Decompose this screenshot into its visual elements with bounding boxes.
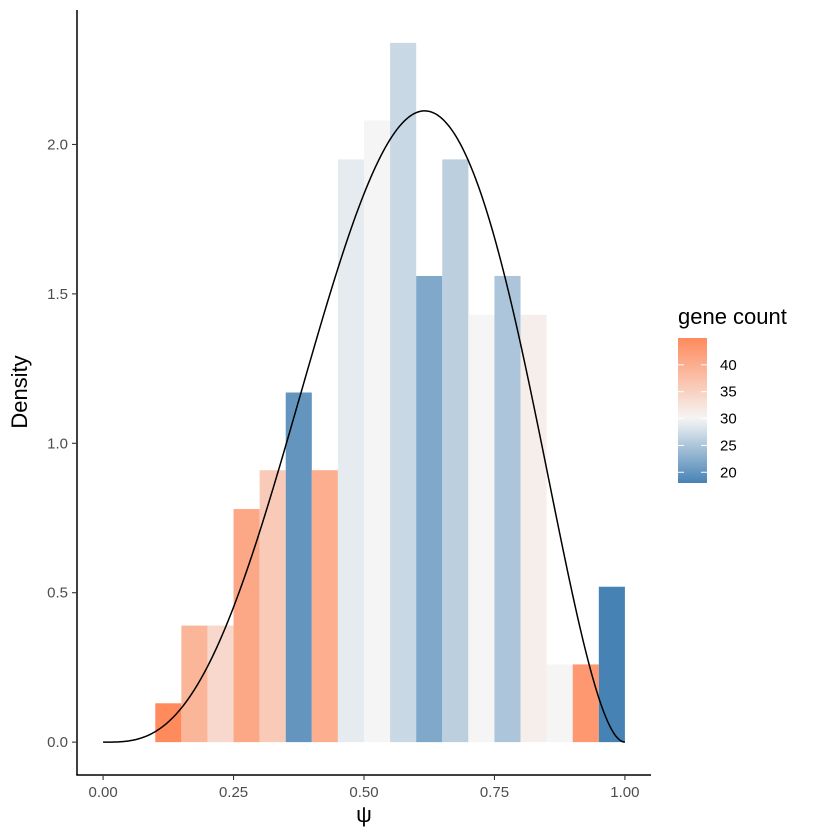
histogram-bar xyxy=(337,159,364,743)
histogram-bar xyxy=(390,42,417,743)
histogram-bar xyxy=(468,314,495,743)
legend-label: 25 xyxy=(720,437,737,454)
histogram-bar xyxy=(416,275,443,743)
y-tick-label: 1.5 xyxy=(47,286,68,303)
density-curve xyxy=(103,110,626,743)
histogram-bar xyxy=(233,509,260,743)
x-tick-label: 0.50 xyxy=(349,784,378,801)
y-axis-title: Density xyxy=(7,355,32,428)
histogram-bar xyxy=(311,470,338,743)
legend-title: gene count xyxy=(678,304,787,329)
legend-ticks: 40 35 30 25 20 xyxy=(678,357,737,481)
histogram-bar xyxy=(598,586,625,743)
histogram-bar xyxy=(546,664,573,743)
legend-colorbar xyxy=(678,338,707,483)
y-axis-ticks: 0.0 0.5 1.0 1.5 2.0 xyxy=(47,136,77,751)
histogram-bar xyxy=(520,314,547,743)
y-tick-label: 2.0 xyxy=(47,136,68,153)
histogram-bar xyxy=(207,625,234,743)
histogram-bar xyxy=(572,664,599,743)
histogram-bars xyxy=(155,42,625,743)
x-axis-title: ψ xyxy=(356,802,372,827)
x-tick-label: 0.25 xyxy=(219,784,248,801)
histogram-bar xyxy=(494,275,521,743)
histogram-bar xyxy=(181,625,208,743)
histogram-bar xyxy=(259,470,286,743)
histogram-bar xyxy=(285,392,312,743)
x-tick-label: 0.75 xyxy=(480,784,509,801)
x-tick-label: 0.00 xyxy=(88,784,117,801)
histogram-bar xyxy=(364,120,391,743)
y-tick-label: 1.0 xyxy=(47,435,68,452)
y-tick-label: 0.0 xyxy=(47,734,68,751)
x-axis-ticks: 0.00 0.25 0.50 0.75 1.00 xyxy=(88,775,640,801)
x-tick-label: 1.00 xyxy=(610,784,639,801)
histogram-bar xyxy=(442,159,469,743)
y-tick-label: 0.5 xyxy=(47,585,68,602)
legend-label: 20 xyxy=(720,464,737,481)
legend: gene count 40 35 30 25 20 xyxy=(678,304,787,483)
legend-label: 35 xyxy=(720,384,737,401)
legend-label: 30 xyxy=(720,411,737,428)
legend-label: 40 xyxy=(720,357,737,374)
